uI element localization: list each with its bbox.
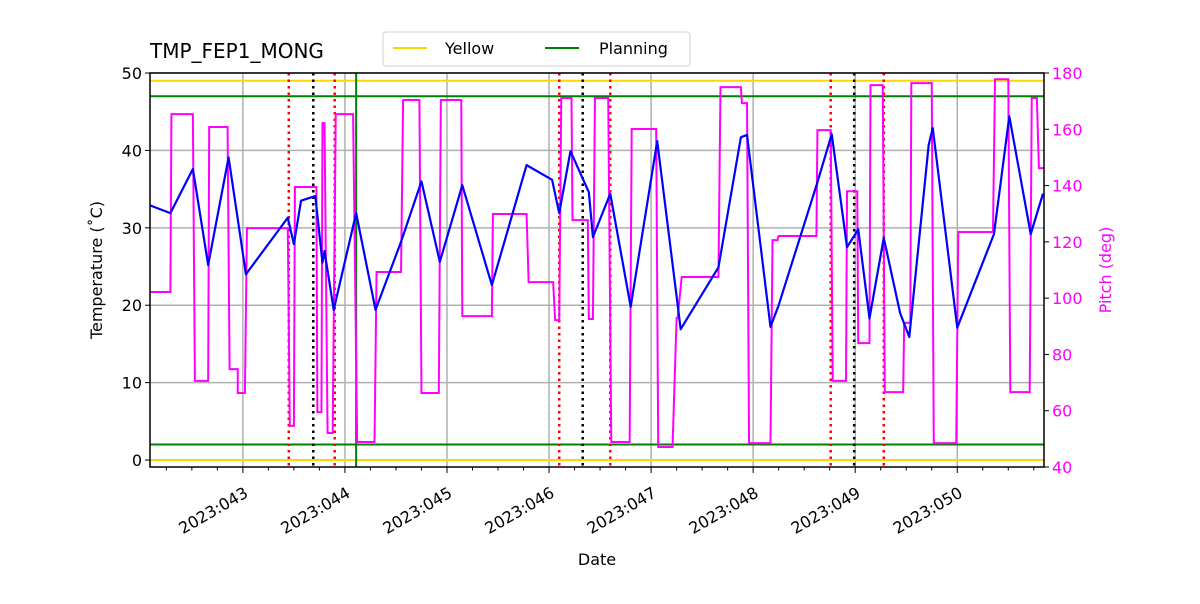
y-axis-label: Temperature (˚C) [87, 201, 106, 340]
y2-tick-label: 100 [1052, 289, 1083, 308]
y-tick-label: 0 [132, 451, 142, 470]
y2-tick-label: 140 [1052, 177, 1083, 196]
plot-area: 0 10 20 30 40 50 40 60 80 100 120 140 160 180 2023:043… [122, 64, 1083, 538]
y-tick-label: 30 [122, 219, 142, 238]
y2-tick-label: 80 [1052, 345, 1072, 364]
x-tick-label: 2023:046 [482, 483, 558, 538]
x-tick-label: 2023:044 [277, 483, 353, 538]
y-tick-label: 40 [122, 141, 142, 160]
x-tick-label: 2023:043 [175, 483, 251, 538]
x-tick-label: 2023:048 [686, 483, 762, 538]
y-tick-label: 50 [122, 64, 142, 83]
x-tick-label: 2023:050 [890, 483, 966, 538]
x-tick-label: 2023:047 [584, 483, 660, 538]
plot-frame [149, 72, 1045, 468]
chart-title: TMP_FEP1_MONG [149, 39, 324, 63]
legend-box [382, 31, 691, 67]
pitch-series-line [150, 78, 1044, 449]
y2-axis-label: Pitch (deg) [1096, 227, 1115, 314]
y2-tick-label: 180 [1052, 64, 1083, 83]
y2-tick-label: 160 [1052, 120, 1083, 139]
x-axis-label: Date [578, 550, 616, 569]
y2-tick-label: 40 [1052, 458, 1072, 477]
legend: Yellow Planning [382, 31, 691, 67]
legend-label-yellow: Yellow [444, 39, 494, 58]
legend-label-planning: Planning [599, 39, 668, 58]
y2-tick-label: 120 [1052, 233, 1083, 252]
x-tick-label: 2023:049 [788, 483, 864, 538]
y-tick-label: 20 [122, 296, 142, 315]
y2-tick-label: 60 [1052, 402, 1072, 421]
x-tick-label: 2023:045 [379, 483, 455, 538]
temperature-series-line [149, 115, 1045, 339]
y-tick-label: 10 [122, 374, 142, 393]
